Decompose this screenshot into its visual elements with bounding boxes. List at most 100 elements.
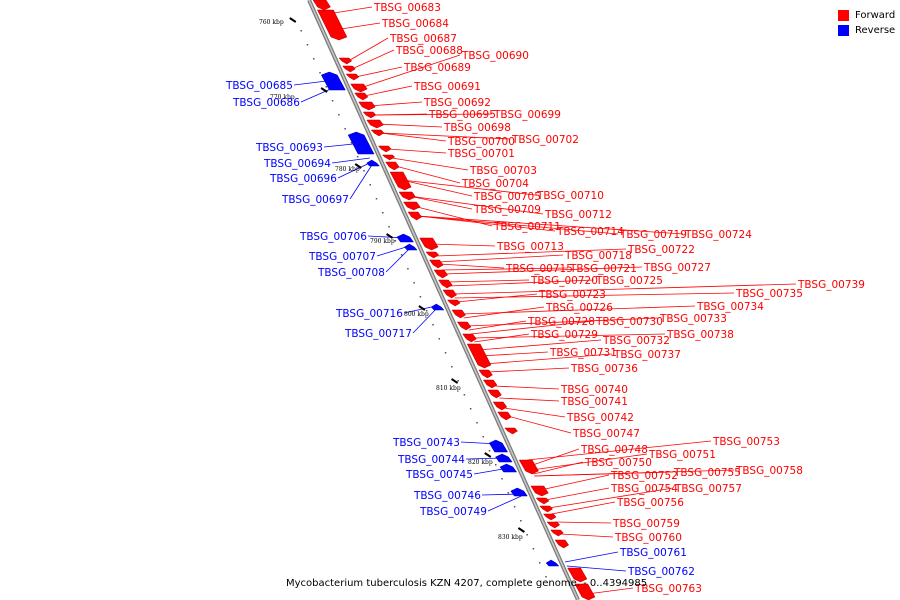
forward-gene-block — [497, 411, 512, 421]
forward-gene-label[interactable]: TBSG_00751 — [648, 449, 716, 461]
forward-gene-label[interactable]: TBSG_00731 — [549, 347, 617, 359]
forward-gene-label[interactable]: TBSG_00690 — [461, 50, 529, 62]
forward-gene-label[interactable]: TBSG_00736 — [570, 363, 638, 375]
forward-gene-label[interactable]: TBSG_00729 — [530, 329, 598, 341]
forward-gene-label[interactable]: TBSG_00730 — [595, 316, 663, 328]
forward-gene-label[interactable]: TBSG_00715 — [505, 263, 573, 275]
tick-label: 760 kbp — [259, 19, 284, 26]
forward-gene-label[interactable]: TBSG_00712 — [544, 209, 612, 221]
forward-gene-label[interactable]: TBSG_00725 — [595, 275, 663, 287]
forward-gene-label[interactable]: TBSG_00703 — [469, 165, 537, 177]
forward-gene-block — [466, 343, 492, 369]
forward-gene-label[interactable]: TBSG_00739 — [797, 279, 865, 291]
forward-gene-block — [574, 583, 596, 600]
forward-gene-label[interactable]: TBSG_00724 — [684, 229, 752, 241]
forward-gene-label[interactable]: TBSG_00720 — [530, 275, 598, 287]
forward-gene-label[interactable]: TBSG_00741 — [560, 396, 628, 408]
reverse-gene-label[interactable]: TBSG_00706 — [299, 231, 367, 243]
reverse-gene-label[interactable]: TBSG_00708 — [317, 267, 385, 279]
minor-dot — [425, 310, 428, 312]
forward-gene-label[interactable]: TBSG_00732 — [602, 335, 670, 347]
forward-gene-label[interactable]: TBSG_00754 — [610, 483, 678, 495]
forward-gene-block — [535, 497, 550, 505]
forward-gene-label[interactable]: TBSG_00687 — [389, 33, 457, 45]
reverse-gene-label[interactable]: TBSG_00762 — [627, 566, 695, 578]
forward-gene-label[interactable]: TBSG_00689 — [403, 62, 471, 74]
forward-gene-label[interactable]: TBSG_00691 — [413, 81, 481, 93]
reverse-gene-label[interactable]: TBSG_00743 — [392, 437, 460, 449]
forward-gene-label[interactable]: TBSG_00695 — [428, 109, 496, 121]
forward-gene-label[interactable]: TBSG_00699 — [493, 109, 561, 121]
forward-gene-label[interactable]: TBSG_00684 — [381, 18, 449, 30]
reverse-gene-label[interactable]: TBSG_00697 — [281, 194, 349, 206]
forward-gene-label[interactable]: TBSG_00742 — [566, 412, 634, 424]
forward-gene-label[interactable]: TBSG_00701 — [447, 148, 515, 160]
forward-gene-label[interactable]: TBSG_00688 — [395, 45, 463, 57]
forward-gene-label[interactable]: TBSG_00758 — [735, 465, 803, 477]
forward-gene-label[interactable]: TBSG_00714 — [556, 226, 624, 238]
forward-gene-label[interactable]: TBSG_00756 — [616, 497, 684, 509]
reverse-gene-label[interactable]: TBSG_00685 — [225, 80, 293, 92]
reverse-gene-label[interactable]: TBSG_00745 — [405, 469, 473, 481]
reverse-gene-label[interactable]: TBSG_00693 — [255, 142, 323, 154]
forward-gene-label[interactable]: TBSG_00757 — [674, 483, 742, 495]
forward-gene-label[interactable]: TBSG_00752 — [610, 470, 678, 482]
forward-gene-label[interactable]: TBSG_00728 — [527, 316, 595, 328]
forward-gene-label[interactable]: TBSG_00692 — [423, 97, 491, 109]
reverse-gene-label[interactable]: TBSG_00716 — [335, 308, 403, 320]
forward-gene-label[interactable]: TBSG_00733 — [659, 313, 727, 325]
leader-line — [527, 440, 712, 461]
forward-gene-label[interactable]: TBSG_00683 — [373, 2, 441, 14]
forward-gene-label[interactable]: TBSG_00722 — [627, 244, 695, 256]
forward-gene-label[interactable]: TBSG_00713 — [496, 241, 564, 253]
forward-gene-label[interactable]: TBSG_00718 — [564, 250, 632, 262]
forward-gene-label[interactable]: TBSG_00747 — [572, 428, 640, 440]
leader-line — [442, 267, 569, 271]
leader-line — [468, 320, 527, 331]
reverse-gene-label[interactable]: TBSG_00761 — [619, 547, 687, 559]
forward-gene-label[interactable]: TBSG_00700 — [447, 136, 515, 148]
forward-gene-label[interactable]: TBSG_00738 — [666, 329, 734, 341]
forward-gene-block — [317, 9, 348, 41]
forward-gene-label[interactable]: TBSG_00735 — [735, 288, 803, 300]
forward-gene-label[interactable]: TBSG_00748 — [580, 444, 648, 456]
forward-gene-label[interactable]: TBSG_00760 — [614, 532, 682, 544]
forward-gene-label[interactable]: TBSG_00750 — [584, 457, 652, 469]
reverse-gene-label[interactable]: TBSG_00694 — [263, 158, 331, 170]
forward-gene-label[interactable]: TBSG_00759 — [612, 518, 680, 530]
reverse-gene-label[interactable]: TBSG_00707 — [308, 251, 376, 263]
legend-reverse: Reverse — [838, 23, 895, 38]
forward-gene-label[interactable]: TBSG_00734 — [696, 301, 764, 313]
forward-gene-label[interactable]: TBSG_00726 — [545, 302, 613, 314]
forward-gene-label[interactable]: TBSG_00705 — [473, 191, 541, 203]
forward-gene-label[interactable]: TBSG_00723 — [538, 289, 606, 301]
leader-line — [555, 521, 612, 524]
forward-gene-label[interactable]: TBSG_00709 — [473, 204, 541, 216]
forward-gene-label[interactable]: TBSG_00755 — [673, 467, 741, 479]
reverse-gene-label[interactable]: TBSG_00744 — [397, 454, 465, 466]
reverse-gene-label[interactable]: TBSG_00746 — [413, 490, 481, 502]
forward-gene-label[interactable]: TBSG_00710 — [536, 190, 604, 202]
forward-gene-label[interactable]: TBSG_00711 — [493, 221, 561, 233]
forward-gene-label[interactable]: TBSG_00698 — [443, 122, 511, 134]
forward-gene-block — [370, 129, 385, 137]
minor-dot — [313, 58, 315, 60]
leader-line — [435, 248, 627, 257]
leader-line — [351, 49, 395, 70]
forward-gene-label[interactable]: TBSG_00721 — [569, 263, 637, 275]
forward-gene-label[interactable]: TBSG_00763 — [634, 583, 702, 595]
forward-gene-label[interactable]: TBSG_00719 — [619, 229, 687, 241]
forward-gene-label[interactable]: TBSG_00737 — [613, 349, 681, 361]
forward-gene-label[interactable]: TBSG_00702 — [511, 134, 579, 146]
reverse-gene-label[interactable]: TBSG_00696 — [269, 173, 337, 185]
reverse-gene-label[interactable]: TBSG_00686 — [232, 97, 300, 109]
forward-gene-label[interactable]: TBSG_00740 — [560, 384, 628, 396]
forward-gene-block — [446, 299, 461, 307]
forward-gene-label[interactable]: TBSG_00753 — [712, 436, 780, 448]
leader-line — [540, 474, 610, 491]
forward-gene-label[interactable]: TBSG_00704 — [461, 178, 529, 190]
reverse-gene-label[interactable]: TBSG_00749 — [419, 506, 487, 518]
reverse-gene-label[interactable]: TBSG_00717 — [344, 328, 412, 340]
forward-gene-label[interactable]: TBSG_00727 — [643, 262, 711, 274]
